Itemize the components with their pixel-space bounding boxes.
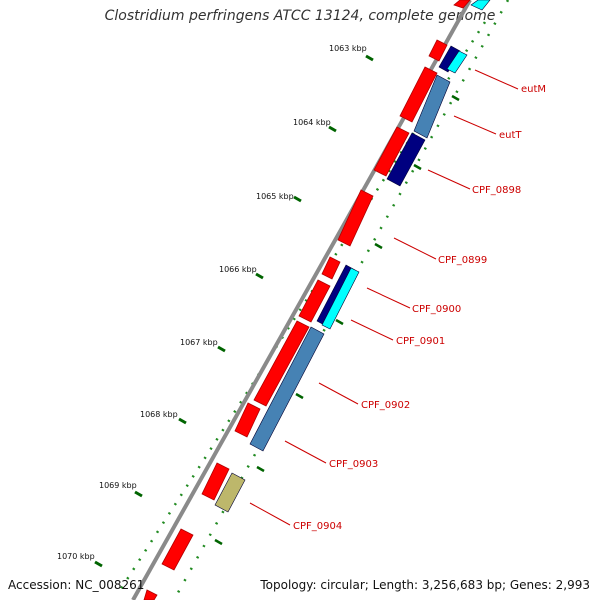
gene-block-0898 (373, 126, 410, 177)
topology-text: Topology: circular; Length: 3,256,683 bp… (260, 578, 590, 592)
gene-block-0904 (201, 462, 230, 501)
gene-label-cpf-0903: CPF_0903 (329, 459, 378, 470)
gene-block-edge (143, 589, 158, 600)
tick-label-1070: 1070 kbp (57, 552, 95, 561)
gene-block-0900 (321, 256, 341, 280)
gene-block-steel-2 (249, 326, 325, 452)
gene-label-cpf-0901: CPF_0901 (396, 336, 445, 347)
gene-block-next (161, 528, 194, 571)
gene-block-0901 (298, 279, 331, 323)
tick-mark-1067 (217, 345, 226, 353)
gene-block-cyan-2 (321, 267, 360, 330)
gene-block-0899 (337, 189, 374, 247)
gene-label-cpf-0904: CPF_0904 (293, 521, 342, 532)
gene-label-cpf-0902: CPF_0902 (361, 400, 410, 411)
tick-label-1066: 1066 kbp (219, 265, 257, 274)
tick-mark-1069 (134, 490, 143, 498)
tick-mark-1063 (365, 54, 374, 62)
reverse-genes (214, 0, 491, 513)
tick-label-1068: 1068 kbp (140, 410, 178, 419)
tick-mark-1064 (328, 125, 337, 133)
tick-label-1063: 1063 kbp (329, 44, 367, 53)
gene-label-eutt: eutT (499, 130, 522, 141)
gene-label-cpf-0898: CPF_0898 (472, 185, 521, 196)
leader-lines (249, 69, 519, 526)
gene-block-navy-1 (438, 45, 461, 73)
gene-block-top (453, 0, 471, 9)
gene-block-steel-1 (413, 74, 451, 139)
tick-mark-1068 (178, 417, 187, 425)
gene-block-navy-2 (386, 132, 426, 187)
map-title: Clostridium perfringens ATCC 13124, comp… (104, 8, 496, 24)
tick-mark-1070 (94, 560, 103, 568)
tick-label-1065: 1065 kbp (256, 192, 294, 201)
gene-block-eutm (428, 39, 448, 62)
gene-block-eutt (399, 66, 438, 123)
gene-block-khaki (214, 472, 246, 513)
gene-block-cyan-top (470, 0, 491, 11)
gene-block-0903 (234, 402, 261, 438)
tick-labels: 1063 kbp 1064 kbp 1065 kbp 1066 kbp 1067… (57, 44, 367, 561)
gene-labels: eutM eutT CPF_0898 CPF_0899 CPF_0900 CPF… (293, 84, 546, 532)
minor-ticks (214, 94, 460, 546)
tick-label-1067: 1067 kbp (180, 338, 218, 347)
accession-text: Accession: NC_008261 (8, 578, 145, 592)
gene-block-0902 (253, 320, 310, 407)
tick-label-1069: 1069 kbp (99, 481, 137, 490)
major-ticks (94, 54, 374, 568)
gene-label-cpf-0900: CPF_0900 (412, 304, 461, 315)
gene-label-eutm: eutM (521, 84, 546, 95)
tick-label-1064: 1064 kbp (293, 118, 331, 127)
gene-block-cyan-1 (446, 50, 468, 74)
tick-mark-1066 (255, 272, 264, 280)
gene-label-cpf-0899: CPF_0899 (438, 255, 487, 266)
tick-mark-1065 (293, 195, 302, 203)
forward-genes (143, 0, 471, 600)
